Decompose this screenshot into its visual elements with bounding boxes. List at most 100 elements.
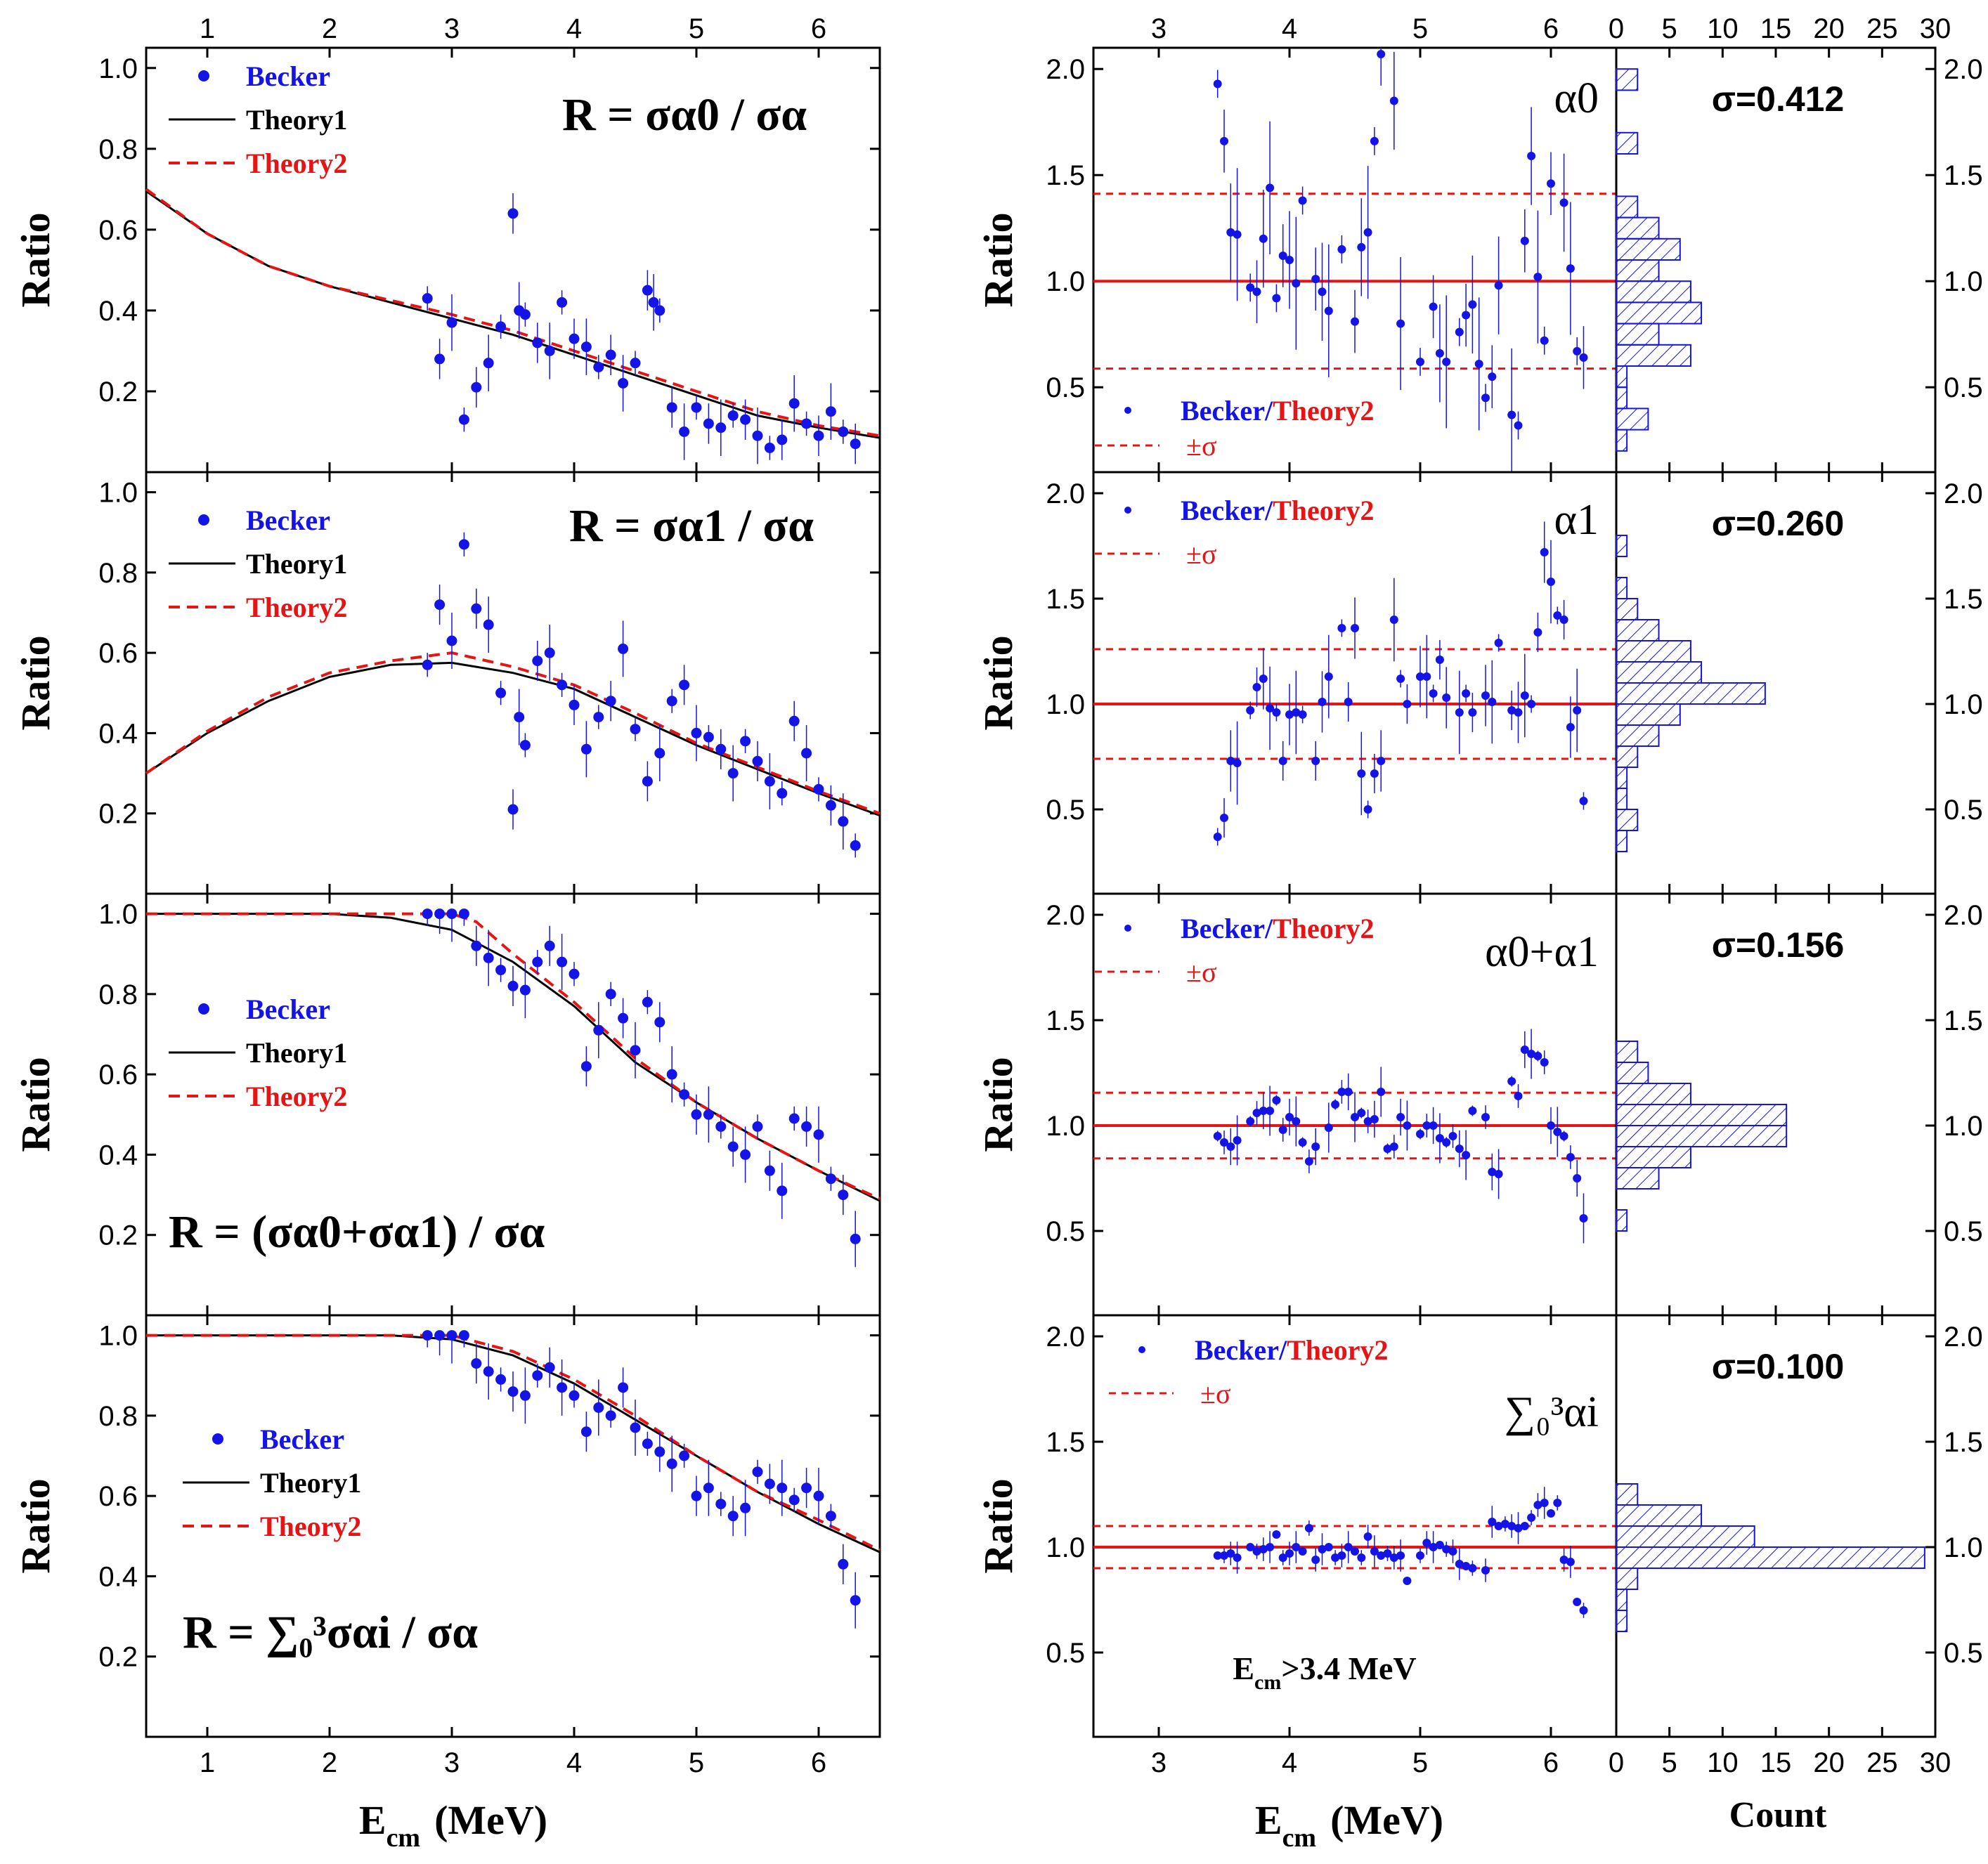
ratio-point xyxy=(1370,136,1379,145)
ratio-panel-label: ∑₀³αi xyxy=(1505,1388,1599,1436)
ratio-point xyxy=(1370,769,1379,778)
ratio-point xyxy=(1553,1128,1562,1136)
becker-point xyxy=(764,776,775,787)
y-tick-label: 1.0 xyxy=(98,53,138,84)
x-tick-label: 10 xyxy=(1707,1747,1739,1778)
ratio-point xyxy=(1448,1132,1457,1140)
legend-theory2-text: Theory2 xyxy=(1273,913,1374,944)
histogram-panel-4: 0 5 10 15 20 25 30 0.5 1.0 1.5 2.0 σ=0.100 xyxy=(1609,1314,1983,1778)
y-tick-label: 0.8 xyxy=(98,979,138,1010)
histogram-bar xyxy=(1616,259,1660,282)
becker-point xyxy=(446,635,457,646)
histogram-bar xyxy=(1616,1104,1788,1126)
becker-point xyxy=(727,768,739,779)
becker-point xyxy=(593,1402,604,1413)
histogram-bar xyxy=(1616,195,1639,219)
ratio-point xyxy=(1344,1543,1353,1551)
becker-point xyxy=(752,1121,763,1132)
ratio-point xyxy=(1292,1117,1301,1126)
becker-point xyxy=(838,426,849,437)
ratio-point xyxy=(1389,615,1398,624)
ratio-point xyxy=(1298,1547,1307,1556)
ratio-point xyxy=(1527,1513,1536,1522)
ratio-point xyxy=(1547,1121,1555,1130)
ratio-point xyxy=(1579,1214,1588,1223)
becker-point xyxy=(703,1109,714,1120)
ratio-point xyxy=(1481,691,1490,700)
ratio-point xyxy=(1566,264,1575,273)
ratio-point xyxy=(1416,672,1424,681)
histogram-bar xyxy=(1616,1483,1639,1506)
ratio-point xyxy=(1363,1532,1372,1541)
theory2-curve xyxy=(146,912,881,1201)
y-tick-label: 0.8 xyxy=(98,134,138,165)
becker-point xyxy=(471,1358,482,1369)
panel-formula: R = ∑₀³σαi / σα xyxy=(183,1607,478,1658)
ratio-point xyxy=(1533,628,1542,637)
ratio-point xyxy=(1252,683,1261,691)
x-tick-label: 4 xyxy=(1282,1747,1297,1778)
y-tick-label: 1.5 xyxy=(1046,160,1085,191)
becker-point xyxy=(593,1024,604,1036)
becker-point xyxy=(801,748,812,759)
ratio-point xyxy=(1396,1551,1405,1560)
y-tick-label: 0.5 xyxy=(1046,372,1085,403)
ratio-point xyxy=(1357,242,1366,252)
ratio-point xyxy=(1540,1499,1549,1507)
ratio-point xyxy=(1292,1543,1301,1551)
becker-data-series xyxy=(422,908,861,1267)
ratio-point xyxy=(1259,234,1268,243)
right-column-axes: 0.51.01.52.03 4 5 6RatioBecker/Theory2±σα00… xyxy=(975,13,1618,1778)
histogram-bar xyxy=(1616,1041,1639,1063)
becker-point xyxy=(727,1141,739,1152)
x-tick-label: 2 xyxy=(322,1747,337,1778)
ratio-point xyxy=(1266,1543,1275,1551)
histogram-bar xyxy=(1616,619,1660,641)
ratio-point xyxy=(1520,691,1529,700)
y-tick-label: 0.5 xyxy=(1046,795,1085,826)
ratio-point xyxy=(1377,1088,1386,1096)
becker-point xyxy=(532,1370,543,1381)
ratio-point xyxy=(1514,1524,1523,1532)
becker-point xyxy=(519,309,531,320)
ratio-point xyxy=(1324,306,1333,315)
ratio-point xyxy=(1324,1543,1333,1551)
becker-point xyxy=(507,208,519,219)
histogram-bar xyxy=(1616,1610,1628,1632)
becker-point xyxy=(446,317,457,328)
becker-point xyxy=(825,406,836,417)
becker-point xyxy=(618,643,629,654)
x-tick-label: 15 xyxy=(1760,1747,1792,1778)
ratio-point xyxy=(1533,1052,1542,1060)
right-x-axis-label: Ecm (MeV) xyxy=(1255,1797,1443,1853)
legend-theory2-label: Theory2 xyxy=(246,592,347,623)
y-axis-label: Ratio xyxy=(975,635,1021,730)
histogram-bar xyxy=(1616,1083,1691,1105)
legend-slash-text: / xyxy=(1278,1334,1287,1366)
ratio-point xyxy=(1226,228,1235,237)
ratio-panel-label: α0+α1 xyxy=(1485,928,1599,976)
ratio-point xyxy=(1331,1553,1340,1562)
becker-point xyxy=(446,908,457,920)
becker-point xyxy=(740,414,751,425)
becker-point xyxy=(691,402,702,413)
ratio-point xyxy=(1357,769,1366,778)
becker-point xyxy=(605,1410,616,1421)
ratio-panel-1: 0.5 1.0 1.5 2.0 3 4 5 6 Ratio Becker/Theory2 ±σ α0 xyxy=(975,13,1618,474)
x-tick-label: 5 xyxy=(689,1747,704,1778)
y-tick-label: 2.0 xyxy=(1046,900,1085,931)
legend-becker-label: Becker xyxy=(260,1423,344,1455)
ratio-point xyxy=(1396,674,1405,683)
becker-point xyxy=(458,1330,469,1341)
becker-point xyxy=(850,840,861,851)
x-tick-label-top: 4 xyxy=(1282,13,1297,44)
becker-point xyxy=(495,687,507,698)
y-tick-label: 1.0 xyxy=(98,899,138,930)
y-axis-label: Ratio xyxy=(13,1057,58,1152)
becker-point xyxy=(514,712,525,723)
ratio-point xyxy=(1363,228,1372,237)
ratio-point xyxy=(1377,1551,1386,1560)
ratio-point xyxy=(1266,704,1275,712)
ratio-point xyxy=(1507,410,1516,419)
sigma-value-label: σ=0.412 xyxy=(1712,79,1845,119)
